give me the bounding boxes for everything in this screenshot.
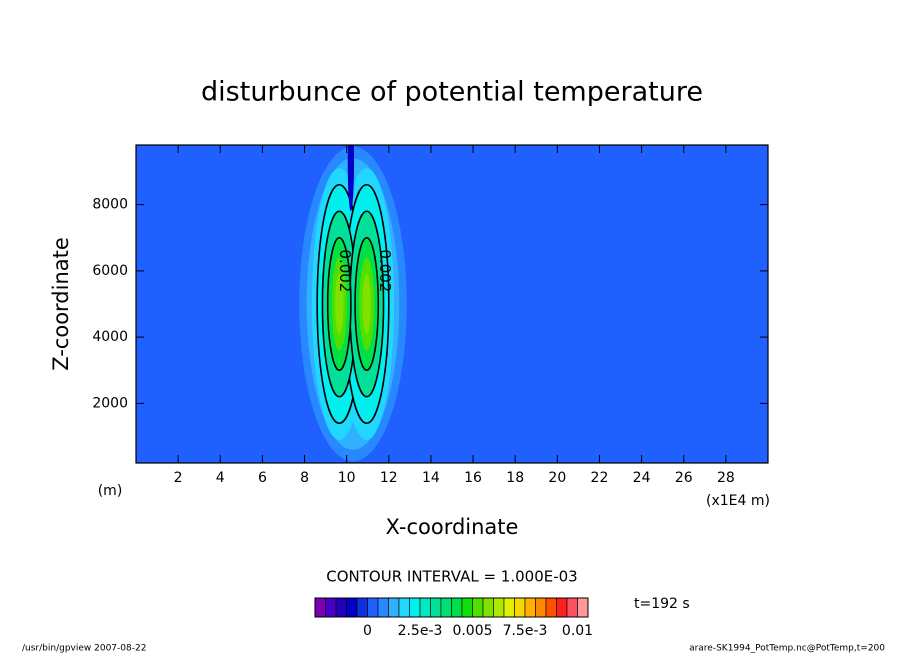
y-units: (m) xyxy=(98,483,123,499)
plot-frame xyxy=(135,144,769,464)
background-field xyxy=(136,145,768,463)
y-tick-label: 4000 xyxy=(92,329,128,345)
colorbar-tick-label: 0.01 xyxy=(562,623,593,639)
x-tick-label: 24 xyxy=(633,470,651,486)
x-tick-label: 12 xyxy=(380,470,398,486)
chart-title: disturbunce of potential temperature xyxy=(201,77,703,108)
x-tick-label: 20 xyxy=(548,470,566,486)
colorbar-box xyxy=(556,597,568,618)
x-tick-label: 16 xyxy=(464,470,482,486)
x-tick-label: 2 xyxy=(174,470,183,486)
colorbar-box xyxy=(514,597,526,618)
y-tick-label: 6000 xyxy=(92,263,128,279)
contour-label: 0.002 xyxy=(336,249,354,292)
colorbar-box xyxy=(346,597,358,618)
x-tick-label: 28 xyxy=(717,470,735,486)
colorbar-tick-label: 0 xyxy=(363,623,372,639)
colorbar-tick-label: 0.005 xyxy=(452,623,492,639)
colorbar-box xyxy=(440,597,452,618)
colorbar-box xyxy=(566,597,578,618)
time-label: t=192 s xyxy=(634,596,690,612)
contour-region xyxy=(362,274,371,334)
contour-label: 0.002 xyxy=(376,249,394,292)
contour-field: 0.002 0.002 xyxy=(136,145,768,463)
contour-interval: CONTOUR INTERVAL = 1.000E-03 xyxy=(326,568,577,586)
contour-region xyxy=(335,274,344,334)
colorbar: 0 2.5e-3 0.005 7.5e-3 0.01 xyxy=(314,597,593,639)
colorbar-box xyxy=(493,597,505,618)
colorbar-box xyxy=(535,597,547,618)
y-tick-label: 8000 xyxy=(92,197,128,213)
colorbar-box xyxy=(503,597,515,618)
colorbar-box xyxy=(377,597,389,618)
y-axis-label: Z-coordinate xyxy=(49,237,73,371)
colorbar-box xyxy=(461,597,473,618)
colorbar-box xyxy=(545,597,557,618)
x-tick-label: 14 xyxy=(422,470,440,486)
x-axis-label: X-coordinate xyxy=(386,515,519,539)
colorbar-frame xyxy=(314,597,589,618)
x-tick-label: 8 xyxy=(300,470,309,486)
colorbar-box xyxy=(314,597,326,618)
colorbar-box xyxy=(451,597,463,618)
colorbar-box xyxy=(388,597,400,618)
footer-right: arare-SK1994_PotTemp.nc@PotTemp,t=200 xyxy=(689,644,885,654)
x-tick-label: 26 xyxy=(675,470,693,486)
y-tick-label: 2000 xyxy=(92,395,128,411)
x-units: (x1E4 m) xyxy=(706,493,770,509)
colorbar-box xyxy=(335,597,347,618)
colorbar-tick-label: 7.5e-3 xyxy=(503,623,548,639)
colorbar-box xyxy=(577,597,589,618)
x-tick-label: 10 xyxy=(338,470,356,486)
x-tick-label: 18 xyxy=(506,470,524,486)
colorbar-box xyxy=(524,597,536,618)
colorbar-box xyxy=(409,597,421,618)
colorbar-tick-label: 2.5e-3 xyxy=(398,623,443,639)
colorbar-box xyxy=(398,597,410,618)
contour-region xyxy=(347,145,355,212)
x-tick-label: 22 xyxy=(591,470,609,486)
x-tick-label: 6 xyxy=(258,470,267,486)
colorbar-box xyxy=(367,597,379,618)
colorbar-box xyxy=(472,597,484,618)
colorbar-box xyxy=(356,597,368,618)
colorbar-box xyxy=(419,597,431,618)
footer-left: /usr/bin/gpview 2007-08-22 xyxy=(22,644,146,654)
colorbar-box xyxy=(325,597,337,618)
colorbar-box xyxy=(482,597,494,618)
x-tick-label: 4 xyxy=(216,470,225,486)
colorbar-box xyxy=(430,597,442,618)
